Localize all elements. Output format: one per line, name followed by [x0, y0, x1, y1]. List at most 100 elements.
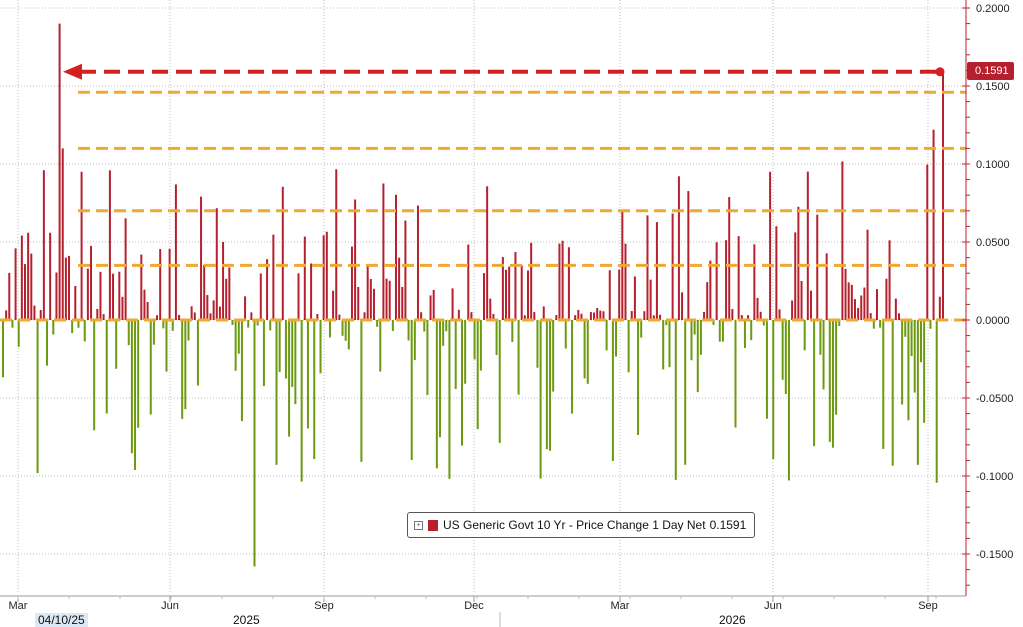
- bar: [24, 264, 27, 320]
- bar: [605, 320, 608, 351]
- bar: [938, 296, 941, 320]
- bar: [505, 269, 508, 320]
- bar: [171, 320, 174, 331]
- bar: [608, 270, 611, 320]
- bar: [68, 255, 71, 320]
- x-tick-label: Jun: [161, 600, 179, 612]
- bar: [517, 320, 520, 395]
- bar: [511, 320, 514, 342]
- bar: [715, 242, 718, 320]
- bar: [212, 300, 215, 320]
- legend[interactable]: + US Generic Govt 10 Yr - Price Change 1…: [407, 512, 756, 538]
- y-tick-label: 0.1000: [976, 159, 1010, 171]
- bar: [674, 320, 677, 480]
- bar: [797, 206, 800, 320]
- bar: [885, 278, 888, 320]
- bar: [127, 320, 130, 346]
- bar: [457, 309, 460, 320]
- bar: [80, 171, 83, 320]
- bar: [96, 308, 99, 320]
- bar: [27, 232, 30, 320]
- bar: [501, 257, 504, 320]
- bar: [52, 320, 55, 335]
- bar: [668, 320, 671, 368]
- bar: [322, 235, 325, 320]
- bar: [174, 184, 177, 320]
- bar: [813, 320, 816, 447]
- bar: [49, 232, 52, 320]
- bar: [335, 169, 338, 320]
- bar: [398, 257, 401, 320]
- bar: [115, 320, 118, 369]
- bar: [11, 320, 14, 328]
- legend-expand-icon[interactable]: +: [414, 520, 423, 530]
- bar: [401, 286, 404, 320]
- bar: [630, 310, 633, 320]
- bar: [124, 218, 127, 320]
- bar: [844, 268, 847, 320]
- bar: [835, 320, 838, 415]
- bar: [332, 290, 335, 320]
- bar: [649, 279, 652, 320]
- bar: [740, 315, 743, 320]
- bar: [33, 305, 36, 320]
- bar: [46, 320, 49, 366]
- bar: [677, 176, 680, 320]
- bar: [140, 254, 143, 320]
- bar: [706, 282, 709, 320]
- bar: [690, 320, 693, 361]
- bar: [643, 311, 646, 320]
- bar: [916, 320, 919, 465]
- bar: [866, 229, 869, 320]
- bar: [787, 320, 790, 481]
- bar: [39, 310, 42, 320]
- y-tick-label: 0.0000: [976, 315, 1010, 327]
- bar: [225, 278, 228, 320]
- bar: [203, 264, 206, 320]
- bar: [567, 247, 570, 320]
- bar: [838, 320, 841, 326]
- bar: [721, 320, 724, 342]
- bar: [391, 320, 394, 331]
- bar: [910, 320, 913, 357]
- bar: [791, 300, 794, 320]
- bar: [272, 234, 275, 320]
- bar: [611, 320, 614, 462]
- bar: [558, 243, 561, 320]
- bar: [250, 312, 253, 320]
- bar: [112, 273, 115, 320]
- bar: [712, 320, 715, 325]
- bar: [297, 273, 300, 320]
- bar: [30, 253, 33, 320]
- bar: [184, 320, 187, 410]
- arrow-head: [63, 63, 82, 80]
- bar: [354, 199, 357, 320]
- x-axis: Mar Jun Sep Dec Mar Jun Sep: [0, 595, 966, 627]
- bar: [825, 253, 828, 320]
- bar: [574, 315, 577, 320]
- bar: [904, 320, 907, 337]
- x-tick-label: Sep: [314, 600, 334, 612]
- bar: [489, 298, 492, 320]
- bar: [42, 170, 45, 320]
- bar: [247, 320, 250, 328]
- bar: [929, 320, 932, 329]
- bar: [495, 320, 498, 356]
- bar: [382, 183, 385, 320]
- bar: [8, 272, 11, 320]
- bar: [875, 289, 878, 320]
- last-value-badge: 0.1591: [967, 62, 1014, 80]
- bar: [294, 320, 297, 405]
- bar: [388, 280, 391, 320]
- bar: [794, 232, 797, 320]
- bar: [508, 266, 511, 320]
- bar: [467, 244, 470, 320]
- bar: [655, 222, 658, 320]
- year-label-2025: 2025: [233, 613, 260, 627]
- bar: [460, 320, 463, 446]
- bar: [633, 276, 636, 320]
- bar: [165, 320, 168, 372]
- bar: [476, 320, 479, 430]
- bar: [83, 320, 86, 342]
